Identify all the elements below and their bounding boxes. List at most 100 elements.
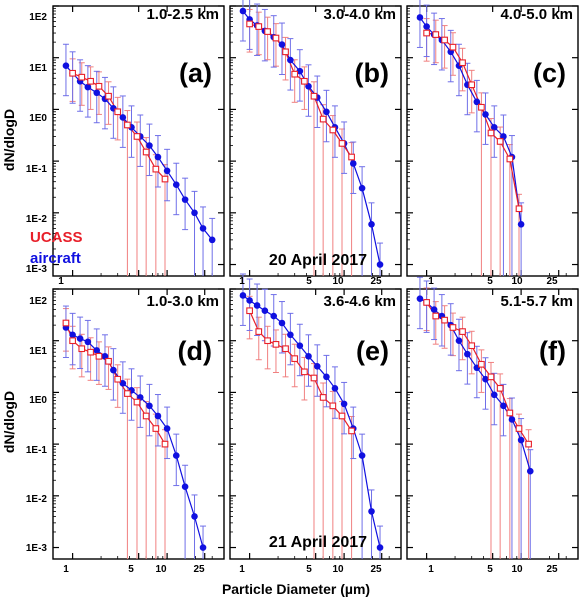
panel-e-ucass-point: [329, 402, 337, 410]
panel-f-ucass-point: [468, 342, 476, 350]
panel-f-ucass-point: [441, 316, 448, 324]
xtick-c-5: 5: [487, 276, 493, 287]
panel-b-ucass-point: [246, 20, 253, 28]
ytick-bottom-1e0: 1E0: [29, 395, 47, 406]
panel-e-ucass-point: [310, 374, 318, 382]
panel-e-aircraft-point: [340, 400, 348, 408]
ytick-top-1e2: 1E2: [29, 12, 47, 23]
panel-d-aircraft-point: [110, 366, 117, 374]
xtick-e-25: 25: [370, 564, 382, 575]
panel-f-aircraft-line: [419, 298, 531, 472]
panel-a-aircraft-point: [119, 114, 127, 121]
panel-d-aircraft-point: [119, 380, 127, 387]
panel-d-frame: [52, 288, 225, 560]
panel-e-ucass-point: [338, 412, 346, 420]
panel-f-ucass-point: [496, 384, 504, 392]
panel-b-ucass-point: [255, 23, 263, 30]
panel-c-ucass-point: [449, 43, 457, 51]
panel-c-ucass-point: [487, 129, 495, 137]
panel-f-ucass-point: [432, 312, 440, 320]
panel-f-aircraft-point: [455, 337, 463, 345]
panel-e-ucass-point: [264, 337, 271, 345]
legend-ucass: UCASS: [30, 229, 83, 246]
panel-f-aircraft-point: [416, 295, 424, 302]
panel-f-aircraft-point: [464, 350, 471, 358]
panel-a-ucass-point: [114, 108, 122, 116]
panel-b-altitude: 3.0-4.0 km: [323, 6, 396, 23]
panel-f-aircraft-point: [490, 391, 498, 399]
panel-f-ucass-point: [515, 425, 523, 432]
panel-d-aircraft-point: [172, 452, 180, 459]
panel-a-aircraft-point: [199, 225, 207, 232]
panel-c-altitude: 4.0-5.0 km: [500, 6, 573, 23]
panel-f-ucass-point: [506, 409, 514, 417]
panel-e-aircraft-point: [331, 385, 339, 392]
panel-e-aircraft-point: [270, 312, 278, 320]
panel-b-aircraft-point: [305, 82, 312, 90]
panel-b-ucass-point: [310, 92, 318, 100]
panel-a-ucass-point: [69, 69, 76, 77]
xtick-e-5: 5: [306, 564, 312, 575]
xtick-b-1: 1: [239, 276, 245, 287]
panel-a-aircraft-point: [93, 89, 101, 97]
panel-e-aircraft-point: [358, 452, 366, 459]
panel-e-ucass-point: [246, 307, 253, 315]
y-axis-title-bottom: dN/dlogD: [1, 391, 17, 453]
panel-d-ucass-point: [152, 425, 160, 432]
panel-d-ucass-point: [78, 345, 86, 353]
panel-a-ucass-point: [105, 92, 112, 100]
panel-a-aircraft-point: [154, 153, 162, 161]
panel-b-aircraft-line: [242, 10, 381, 265]
panel-e-aircraft-point: [376, 544, 384, 551]
xtick-b-25: 25: [370, 276, 382, 287]
panel-b-aircraft-point: [239, 7, 247, 15]
panel-c-aircraft-point: [490, 124, 498, 131]
ytick-bottom-1e-1: 1E-1: [26, 445, 48, 456]
panel-d-aircraft-point: [191, 513, 198, 520]
panel-e-ucass-point: [348, 427, 355, 435]
panel-b-aircraft-point: [296, 67, 304, 75]
panel-d-aircraft-point: [69, 331, 76, 339]
xtick-b-5: 5: [306, 276, 312, 287]
xtick-f-25: 25: [546, 564, 558, 575]
plot-layer: [52, 0, 579, 560]
panel-e-aircraft-point: [313, 362, 321, 370]
panel-c-ucass-point: [441, 36, 448, 44]
panel-c-label: (c): [533, 58, 566, 88]
panel-f-label: (f): [539, 336, 566, 366]
xtick-f-1: 1: [428, 564, 434, 575]
panel-b-ucass-point: [329, 126, 337, 134]
panel-e-aircraft-point: [368, 508, 375, 515]
panel-b-ucass-point: [301, 77, 308, 85]
panel-c-ucass-point: [423, 29, 430, 37]
panel-f-aircraft-point: [508, 416, 516, 423]
ytick-bottom-1e2: 1E2: [29, 296, 47, 307]
panel-d-aircraft-point: [163, 425, 171, 432]
panel-e-aircraft-point: [253, 302, 261, 309]
legend-aircraft: aircraft: [30, 250, 81, 267]
panel-b-ucass-point: [264, 28, 271, 35]
panel-e-aircraft-point: [323, 373, 330, 381]
xtick-d-5: 5: [128, 564, 134, 575]
panel-d-ucass-point: [87, 348, 94, 356]
panel-f-ucass-point: [478, 360, 485, 368]
xtick-c-1: 1: [428, 276, 434, 287]
panel-d-ucass-point: [62, 319, 70, 327]
panel-e-aircraft-point: [261, 307, 269, 315]
panel-a-ucass-point: [161, 175, 169, 183]
panel-f-ucass-point: [423, 299, 430, 306]
ytick-top-1e-3: 1E-3: [26, 264, 48, 275]
panel-e-aircraft-point: [278, 319, 286, 327]
panel-d-ucass-point: [95, 352, 103, 360]
xtick-a-1: 1: [58, 276, 64, 287]
xtick-c-10: 10: [511, 276, 523, 287]
panel-a-ucass-point: [78, 73, 86, 81]
panel-f-aircraft-point: [517, 436, 525, 444]
xtick-b-10: 10: [332, 276, 344, 287]
panel-b-aircraft-point: [349, 160, 357, 167]
panel-c-ucass-line: [426, 32, 520, 209]
ytick-top-1e-2: 1E-2: [26, 214, 48, 225]
x-axis-title: Particle Diameter (µm): [222, 581, 370, 597]
panel-e-aircraft-point: [239, 292, 247, 299]
panel-b-ucass-point: [291, 70, 299, 78]
